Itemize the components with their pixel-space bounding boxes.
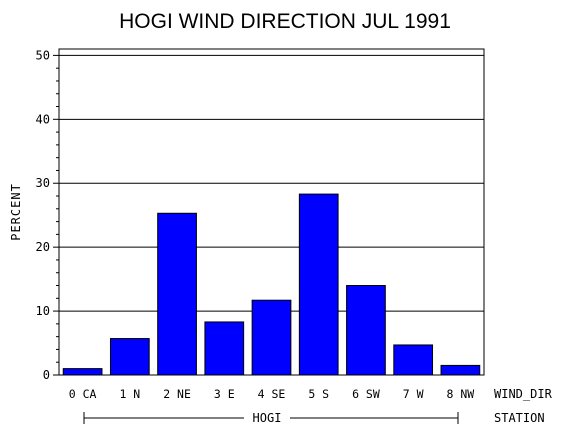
plot-frame (58, 48, 485, 376)
bar (393, 344, 434, 376)
bar (109, 338, 150, 376)
y-tick-label: 10 (36, 304, 50, 318)
x-tick-label: 8 NW (447, 387, 475, 401)
bar (440, 364, 481, 376)
grid (59, 54, 484, 312)
bar (62, 368, 103, 376)
y-tick-label: 20 (36, 240, 50, 254)
x-tick-label: 1 N (119, 387, 140, 401)
x-tick-label: 5 S (308, 387, 329, 401)
x-tick-label: 2 NE (163, 387, 191, 401)
bars (62, 193, 481, 376)
x-axis-label: WIND_DIR (494, 387, 553, 401)
y-tick-label: 50 (36, 48, 50, 62)
x-tick-label: 4 SE (258, 387, 286, 401)
y-tick-label: 0 (43, 368, 50, 382)
group-axis-label: STATION (494, 411, 545, 425)
bar (346, 285, 386, 376)
chart-title: HOGI WIND DIRECTION JUL 1991 (119, 10, 451, 33)
x-tick-label: 7 W (403, 387, 424, 401)
x-tick-label: 0 CA (69, 387, 97, 401)
group-bracket (83, 410, 459, 426)
x-axis: 0 CA 1 N 2 NE 3 E 4 SE 5 S 6 SW 7 W 8 NW (69, 387, 475, 401)
bar (204, 321, 245, 376)
x-tick-label: 3 E (214, 387, 235, 401)
y-tick-label: 40 (36, 112, 50, 126)
y-axis: 0 10 20 30 40 50 (36, 48, 59, 382)
y-axis-label: PERCENT (9, 183, 23, 241)
bar (298, 193, 339, 376)
y-tick-label: 30 (36, 176, 50, 190)
x-tick-label: 6 SW (352, 387, 380, 401)
group-label: HOGI (253, 411, 282, 425)
bar (157, 212, 197, 376)
bar (251, 299, 292, 376)
